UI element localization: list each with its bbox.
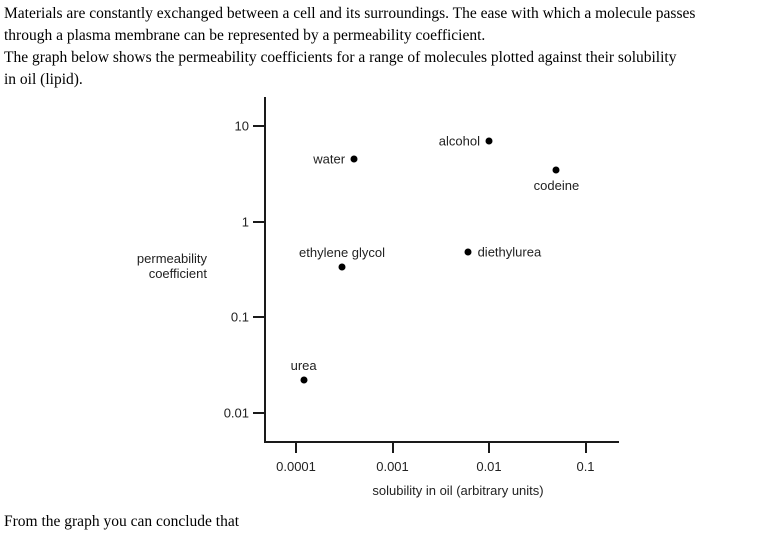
x-tick-0.01 [488,443,490,453]
x-tick-0.0001 [295,443,297,453]
point-alcohol [485,137,493,145]
point-label-diethylurea: diethylurea [477,244,542,260]
y-tick-0.1 [253,316,265,318]
intro-paragraph-2: The graph below shows the permeability c… [4,49,677,88]
x-tick-label-0.0001: 0.0001 [276,459,316,474]
y-tick-label-0.01: 0.01 [223,405,249,420]
point-label-codeine: codeine [533,177,580,193]
point-label-urea: urea [290,357,317,373]
point-label-water: water [313,151,346,167]
y-axis-line [264,97,266,443]
x-tick-0.1 [584,443,587,453]
point-ethylene-glycol [338,263,346,271]
y-tick-0.01 [253,411,265,414]
intro-paragraph-1: Materials are constantly exchanged betwe… [4,5,696,44]
footer-question-text: From the graph you can conclude that [4,513,240,530]
x-axis-line [264,441,619,443]
y-tick-10 [253,125,265,127]
y-tick-label-0.1: 0.1 [230,309,249,325]
x-axis-title: solubility in oil (arbitrary units) [372,483,544,498]
y-tick-label-1: 1 [241,214,249,229]
y-tick-label-10: 10 [234,118,249,134]
x-tick-label-0.001: 0.001 [376,459,409,474]
point-label-ethylene-glycol: ethylene glycol [299,245,386,261]
point-water [350,155,358,163]
point-label-alcohol: alcohol [438,133,480,149]
point-diethylurea [464,248,472,256]
x-tick-label-0.1: 0.1 [576,459,595,474]
y-axis-title: permeability coefficient [136,251,207,281]
x-tick-label-0.01: 0.01 [476,459,502,474]
y-tick-1 [253,220,265,223]
point-codeine [552,166,560,174]
point-urea [300,376,308,384]
x-tick-0.001 [391,443,394,453]
